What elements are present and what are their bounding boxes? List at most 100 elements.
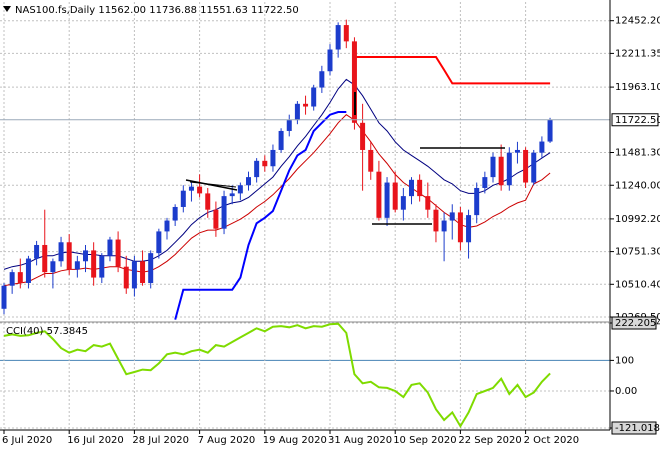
candle-body: [115, 239, 121, 267]
candle-body: [131, 261, 137, 289]
candle-body: [547, 119, 553, 142]
x-tick-label: 6 Jul 2020: [2, 435, 52, 446]
candle-body: [303, 103, 309, 107]
candle-body: [327, 49, 333, 72]
candle-body: [523, 149, 529, 183]
candle-body: [91, 250, 97, 278]
candle-body: [286, 120, 292, 131]
x-tick-label: 31 Aug 2020: [328, 435, 392, 446]
candle-body: [531, 152, 537, 183]
x-tick-label: 19 Aug 2020: [263, 435, 327, 446]
candle-body: [319, 71, 325, 88]
candle-body: [237, 185, 243, 194]
marks: [0, 19, 610, 429]
candle-body: [514, 149, 520, 153]
candle-body: [213, 209, 219, 229]
candle-body: [360, 122, 366, 150]
candle-body: [180, 190, 186, 207]
candle-body: [335, 25, 341, 50]
y-tick-label: 11963.10: [615, 82, 660, 93]
x-tick-label: 10 Sep 2020: [393, 435, 456, 446]
candle-body: [9, 272, 15, 286]
candle-body: [498, 156, 504, 186]
candle-body: [74, 261, 80, 270]
candle-body: [83, 250, 88, 262]
candle-body: [1, 285, 7, 309]
candle-body: [343, 25, 349, 42]
candle-body: [400, 196, 406, 210]
indicator-line: [174, 111, 347, 320]
candle-body: [197, 186, 203, 194]
candle-body: [449, 212, 455, 221]
x-tick-label: 22 Sep 2020: [458, 435, 521, 446]
y-tick-label: 10992.20: [615, 214, 660, 225]
last-price-box: [611, 113, 659, 127]
y-tick-box: [611, 316, 657, 330]
candle-body: [229, 193, 235, 197]
candle-body: [107, 239, 113, 256]
y-tick-label: 0.00: [615, 386, 637, 397]
indicator-line: [354, 56, 551, 85]
x-tick-label: 28 Jul 2020: [132, 435, 189, 446]
candle-body: [466, 215, 472, 243]
candle-body: [140, 261, 146, 283]
candle-body: [42, 244, 48, 273]
candle-body: [156, 231, 162, 254]
candle-body: [490, 156, 496, 178]
x-tick-label: 16 Jul 2020: [67, 435, 124, 446]
candle-body: [433, 209, 439, 232]
y-tick-label: 10510.40: [615, 279, 660, 290]
candle-body: [34, 244, 40, 259]
candle-body: [482, 177, 488, 188]
candle-body: [294, 103, 300, 121]
y-tick-label: 12452.20: [615, 16, 660, 27]
candle-body: [50, 261, 56, 273]
candle-body: [25, 258, 31, 283]
candle-body: [164, 220, 170, 232]
chart-title: NAS100.fs,Daily 11562.00 11736.88 11551.…: [15, 5, 299, 16]
indicator-line: [3, 322, 551, 429]
y-tick-label: 222.2054: [615, 318, 660, 329]
candle-body: [392, 182, 398, 210]
candle-body: [474, 187, 480, 216]
trend-line: [189, 181, 237, 188]
candle-body: [376, 171, 382, 218]
candle-body: [123, 266, 129, 289]
y-tick-box: [611, 421, 657, 435]
candle-body: [311, 87, 317, 107]
y-tick-label: 10751.30: [615, 247, 660, 258]
y-tick-label: 11481.30: [615, 148, 660, 159]
candle-body: [99, 255, 105, 278]
candle-body: [278, 130, 284, 150]
candle-body: [441, 220, 447, 232]
candle-body: [148, 253, 154, 283]
y-tick-label: -121.0189: [615, 423, 660, 434]
y-tick-label: 100: [615, 355, 634, 366]
candle-body: [262, 160, 268, 167]
candle-body: [351, 41, 357, 123]
candle-body: [58, 242, 64, 262]
candle-body: [457, 212, 463, 243]
last-price-label: 11722.50: [615, 115, 660, 126]
candle-body: [368, 149, 374, 172]
candle-body: [188, 186, 194, 191]
candle-body: [205, 193, 211, 210]
candle-body: [409, 179, 414, 197]
candle-body: [221, 196, 227, 229]
candle-body: [417, 179, 423, 197]
candle-body: [506, 152, 512, 186]
x-tick-label: 2 Oct 2020: [524, 435, 579, 446]
y-tick-label: 11240.00: [615, 180, 660, 191]
candle-body: [384, 182, 390, 218]
labels: 12452.20 12211.35 11963.10 11481.30 11240.00…: [2, 16, 660, 446]
candle-body: [66, 242, 72, 270]
candle-body: [539, 141, 545, 153]
candle-body: [254, 160, 260, 178]
trend-line: [185, 179, 238, 191]
x-tick-label: 7 Aug 2020: [198, 435, 256, 446]
indicator-title: CCI(40) 57.3845: [6, 326, 88, 337]
candle-body: [270, 149, 276, 167]
y-tick-label: 12211.35: [615, 48, 660, 59]
candle-body: [246, 177, 251, 186]
